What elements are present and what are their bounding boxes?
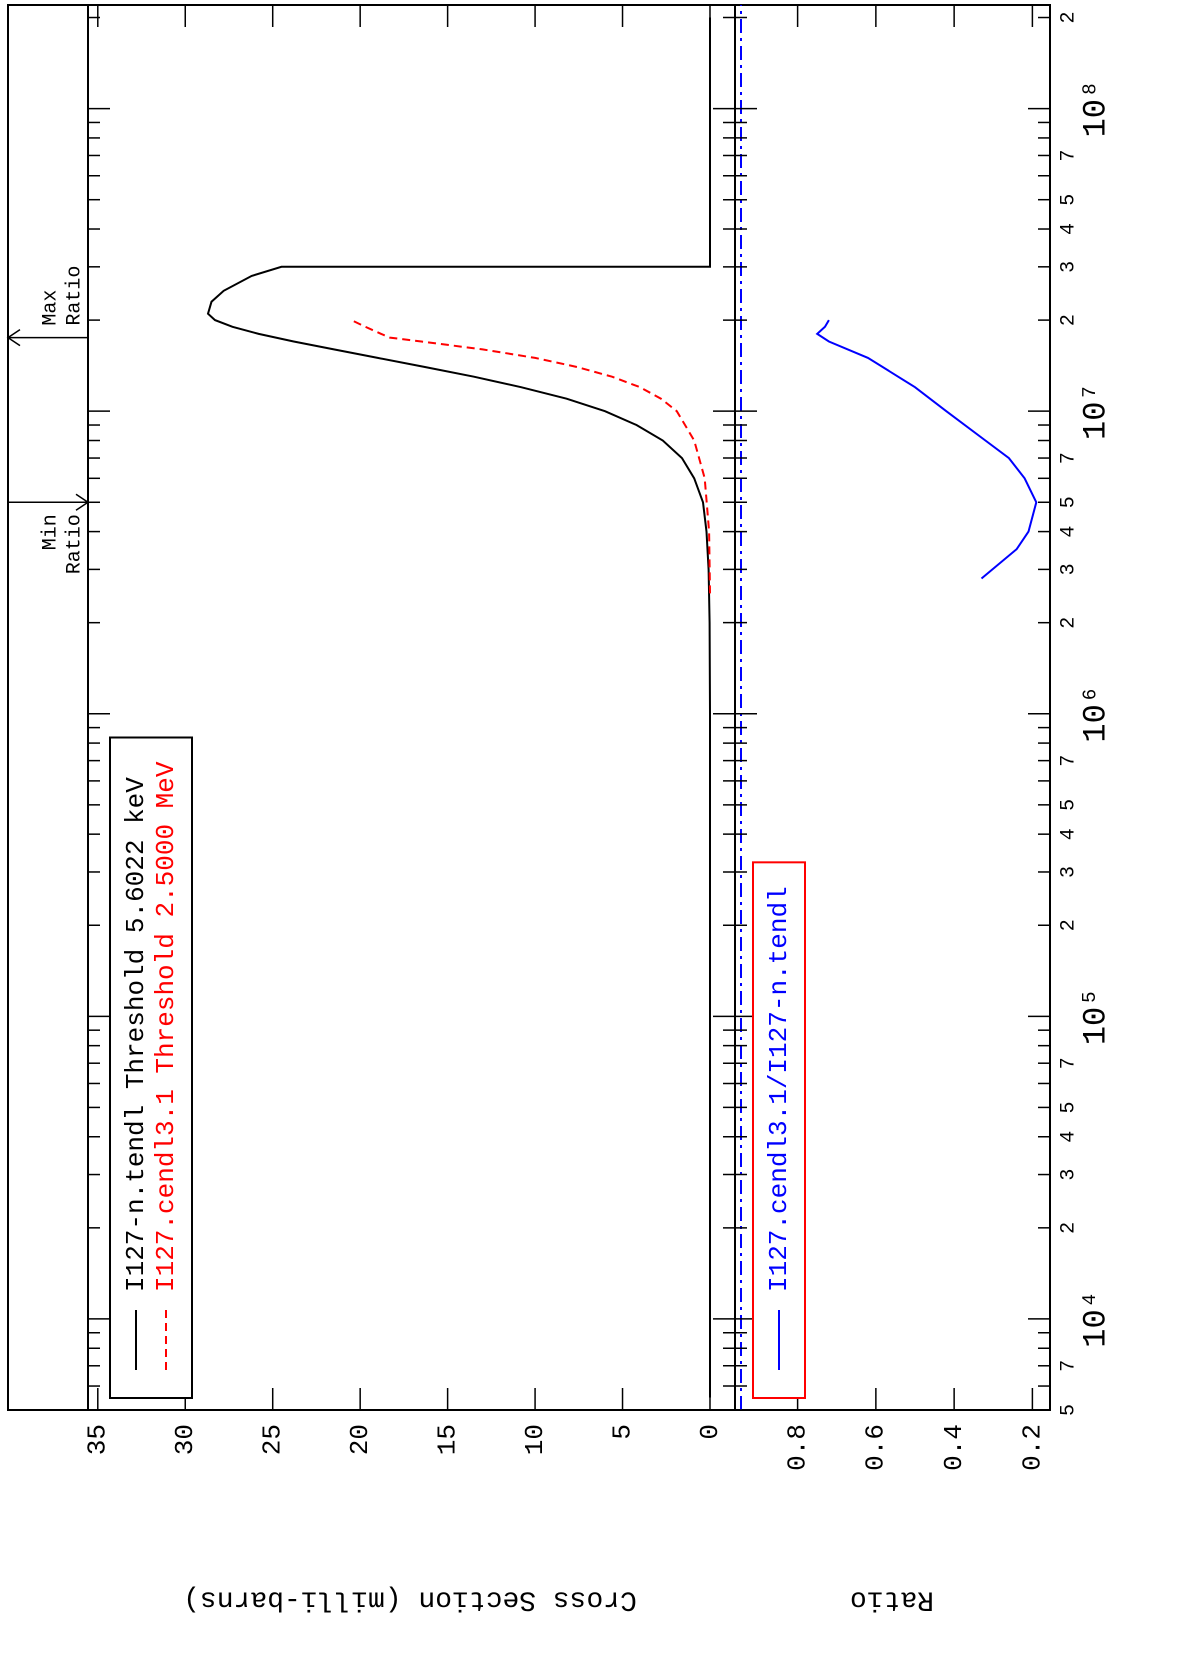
arrow-head xyxy=(75,493,90,511)
legend-label: I127-n.tendl Threshold 5.6022 keV xyxy=(121,777,151,1292)
y-tick-label: 0.4 xyxy=(939,1424,969,1471)
legend-label: I127.cendl3.1 Threshold 2.5000 MeV xyxy=(151,761,181,1292)
y-axis-label: Ratio xyxy=(850,1584,934,1615)
y-axis-label: Cross Section (milli-barns) xyxy=(183,1584,637,1615)
x-tick-label: 5 xyxy=(1057,194,1080,206)
x-tick-label: 5 xyxy=(1057,496,1080,508)
x-tick-label: 7 xyxy=(1057,149,1080,161)
annotation-text: Max xyxy=(39,290,62,326)
x-tick-label: 7 xyxy=(1057,1360,1080,1372)
y-tick-label: 0.2 xyxy=(1017,1424,1047,1471)
series-line xyxy=(815,319,1038,580)
x-tick-label: 10⁴ xyxy=(1077,1290,1114,1348)
plot-area: Cross Section (milli-barns) Ratio 5 7 10⁴ 2… xyxy=(6,4,1114,1615)
x-tick-label: 5 xyxy=(1057,799,1080,811)
x-tick-label: 4 xyxy=(1057,1131,1080,1143)
legend-box xyxy=(109,736,193,1399)
x-tick-label: 5 xyxy=(1057,1101,1080,1113)
x-tick-label: 4 xyxy=(1057,828,1080,840)
x-tick-label: 7 xyxy=(1057,452,1080,464)
x-tick-label: 2 xyxy=(1057,617,1080,629)
x-tick-label: 2 xyxy=(1057,919,1080,931)
x-tick-label: 5 xyxy=(1057,1404,1080,1416)
x-tick-label: 3 xyxy=(1057,866,1080,878)
x-tick-label: 7 xyxy=(1057,755,1080,767)
x-tick-label: 2 xyxy=(1057,1222,1080,1234)
x-tick-label: 4 xyxy=(1057,526,1080,538)
y-tick-label: 20 xyxy=(345,1424,375,1455)
annotation-text: Min xyxy=(39,514,62,550)
x-tick-label: 2 xyxy=(1057,314,1080,326)
x-tick-label: 3 xyxy=(1057,261,1080,273)
y-tick-label: 0 xyxy=(695,1424,725,1440)
x-tick-label: 3 xyxy=(1057,1169,1080,1181)
x-tick-label: 4 xyxy=(1057,223,1080,235)
annotation-text: Ratio xyxy=(63,266,86,326)
y-tick-label: 15 xyxy=(432,1424,462,1455)
y-tick-label: 5 xyxy=(607,1424,637,1440)
y-tick-label: 10 xyxy=(520,1424,550,1455)
y-tick-label: 0.8 xyxy=(782,1424,812,1471)
x-tick-label: 10⁶ xyxy=(1077,685,1114,743)
y-tick-label: 0.6 xyxy=(861,1424,891,1471)
x-tick-label: 7 xyxy=(1057,1057,1080,1069)
x-tick-label: 10⁸ xyxy=(1077,80,1114,138)
series-line xyxy=(206,17,711,1398)
x-tick-label: 10⁷ xyxy=(1077,382,1114,440)
legend-box xyxy=(752,861,806,1399)
frame xyxy=(7,4,1051,1411)
y-tick-label: 35 xyxy=(83,1424,113,1455)
y-tick-label: 25 xyxy=(258,1424,288,1455)
annotation-text: Ratio xyxy=(63,514,86,574)
series-line xyxy=(350,319,711,594)
legend-label: I127.cendl3.1/I127-n.tendl xyxy=(764,886,794,1292)
x-tick-label: 2 xyxy=(1057,12,1080,24)
x-tick-label: 10⁵ xyxy=(1077,988,1114,1046)
x-tick-label: 3 xyxy=(1057,563,1080,575)
y-tick-label: 30 xyxy=(170,1424,200,1455)
arrow-head xyxy=(6,329,21,347)
